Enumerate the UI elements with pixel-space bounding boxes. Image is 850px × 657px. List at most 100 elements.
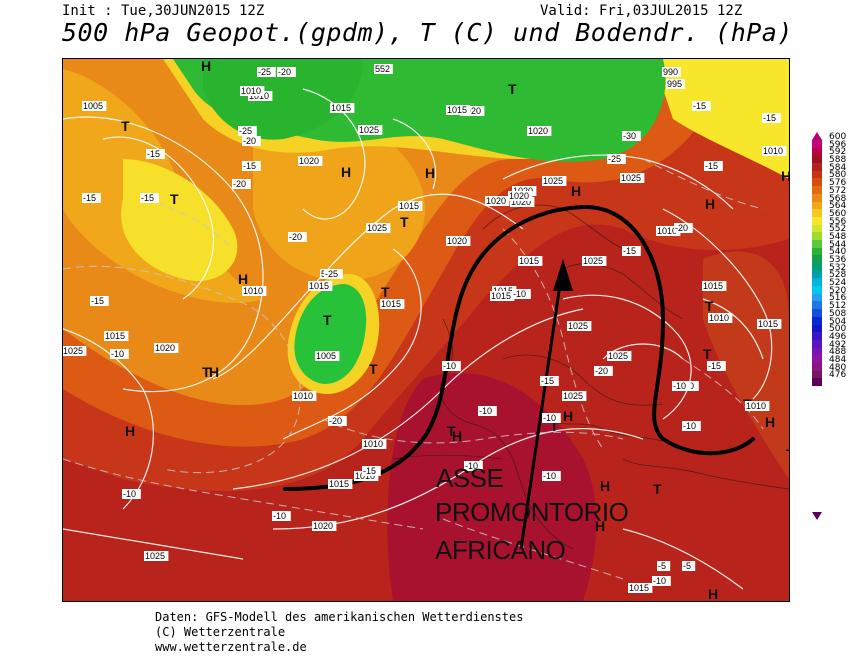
colorbar-label: 576 — [829, 178, 847, 189]
temperature-label-box — [682, 561, 696, 571]
temperature-label: -15 — [705, 161, 718, 171]
isobar-label-box — [374, 64, 393, 74]
valid-time: Valid: Fri,03JUL2015 12Z — [540, 3, 743, 19]
temperature-label: -10 — [111, 349, 124, 359]
isobar-label: 1015 — [381, 299, 401, 309]
weather-map-svg: HHHHHHHHHHHHHHH TTTTTTTTTTTTTTT 10051010… — [63, 59, 789, 601]
isobar-label: 1020 — [528, 126, 548, 136]
annotation-line-3: AFRICANO — [435, 535, 565, 565]
colorbar-cap-top — [812, 132, 822, 140]
temperature-label: -20 — [595, 366, 608, 376]
isobar-label-box — [662, 67, 681, 77]
temperature-label: -20 — [243, 136, 256, 146]
temperature-label-box — [324, 269, 343, 279]
low-pressure-marker: T — [323, 312, 332, 328]
colorbar-swatch — [812, 193, 822, 202]
isobar-label-box — [518, 256, 543, 266]
ridge-axis-arrow — [519, 263, 565, 550]
colorbar-swatch — [812, 201, 822, 210]
temperature-label-box — [542, 413, 561, 423]
temperature-label: -20 — [329, 416, 342, 426]
isobar-label: 1025 — [359, 125, 379, 135]
high-pressure-marker: H — [425, 165, 435, 181]
high-pressure-marker: H — [708, 586, 718, 601]
temperature-label-box — [238, 126, 257, 136]
temperature-label-box — [622, 246, 641, 256]
colorbar-label: 580 — [829, 170, 847, 181]
isobar-label-box — [510, 197, 535, 207]
temperature-label: -25 — [239, 126, 252, 136]
colorbar-swatch — [812, 309, 822, 317]
isobar-label: 995 — [667, 79, 682, 89]
temperature-label: -15 — [141, 193, 154, 203]
temperature-label: -10 — [479, 406, 492, 416]
field-green-core — [203, 59, 363, 140]
low-pressure-marker: T — [786, 446, 789, 462]
colorbar-label: 600 — [829, 132, 847, 142]
isobar-label: 1025 — [145, 551, 165, 561]
high-pressure-marker: H — [600, 478, 610, 494]
isobar-label-box — [745, 401, 770, 411]
colorbar — [812, 140, 822, 386]
isobar-label: 1005 — [316, 351, 336, 361]
isobar-label: 1015 — [491, 291, 511, 301]
temperature-label: -10 — [543, 413, 556, 423]
colorbar-labels: 600 596 592 588 584 580 576 572 568 564 560 556 552 5… — [829, 132, 847, 380]
low-pressure-marker: T — [170, 191, 179, 207]
isobar-label-box — [328, 479, 353, 489]
isobar-label: 1010 — [746, 401, 766, 411]
isobar-label: 1025 — [543, 176, 563, 186]
colorbar-label: 492 — [829, 339, 847, 350]
isobar-label-box — [620, 173, 645, 183]
colorbar-label: 512 — [829, 301, 847, 312]
colorbar-swatch — [812, 232, 822, 240]
colorbar-label: 552 — [829, 224, 847, 235]
temperature-label: -25 — [608, 154, 621, 164]
isobar-label-box — [308, 281, 333, 291]
isobar-label-box — [82, 101, 107, 111]
colorbar-label: 516 — [829, 293, 847, 304]
temperature-label-box — [442, 361, 461, 371]
colorbar-label: 524 — [829, 278, 847, 289]
temperature-label: -5 — [683, 561, 691, 571]
isobar-label: 1020 — [511, 197, 531, 207]
isobar-label: 1015 — [309, 281, 329, 291]
footer-source: Daten: GFS-Modell des amerikanischen Wet… — [155, 610, 524, 624]
temperature-label-box — [232, 179, 251, 189]
colorbar-label: 500 — [829, 324, 847, 335]
footer-url: www.wetterzentrale.de — [155, 640, 307, 654]
isobar-label-box — [666, 79, 685, 89]
isobar-label: 1010 — [363, 439, 383, 449]
colorbar-swatch — [812, 147, 822, 156]
isobar-label-box — [490, 291, 515, 301]
isobar-label-box — [315, 351, 340, 361]
isobar-label-box — [362, 439, 387, 449]
colorbar-label: 540 — [829, 247, 847, 258]
isobar-label: 1020 — [486, 196, 506, 206]
temperature-labels: -15-15-20-25-15-15-15-20-20-25-10-10-10-… — [82, 67, 781, 586]
isobar-label-box — [398, 201, 423, 211]
isobar-label: 1015 — [105, 331, 125, 341]
colorbar-label: 520 — [829, 285, 847, 296]
temperature-label-box — [674, 223, 693, 233]
high-pressure-marker: H — [452, 428, 462, 444]
isobar-label-box — [708, 313, 733, 323]
isobar-label-box — [762, 146, 787, 156]
isobar-label: 1025 — [621, 173, 641, 183]
high-pressure-marker: H — [595, 518, 605, 534]
colorbar-label: 572 — [829, 185, 847, 196]
isobar-label: 1010 — [241, 86, 261, 96]
isobar-label-box — [562, 391, 587, 401]
isobar-label: 1025 — [568, 321, 588, 331]
colorbar-swatch — [812, 293, 822, 302]
isobar-label: 1025 — [63, 346, 83, 356]
isobar-label-box — [446, 105, 471, 115]
isobar-label: 1015 — [329, 479, 349, 489]
temperature-label-box — [692, 101, 711, 111]
isobar-label-box — [757, 319, 782, 329]
isobar-label-box — [446, 236, 471, 246]
temperature-label: -20 — [233, 179, 246, 189]
colorbar-swatch — [812, 224, 822, 233]
colorbar-label: 496 — [829, 331, 847, 342]
colorbar-label: 584 — [829, 162, 847, 173]
